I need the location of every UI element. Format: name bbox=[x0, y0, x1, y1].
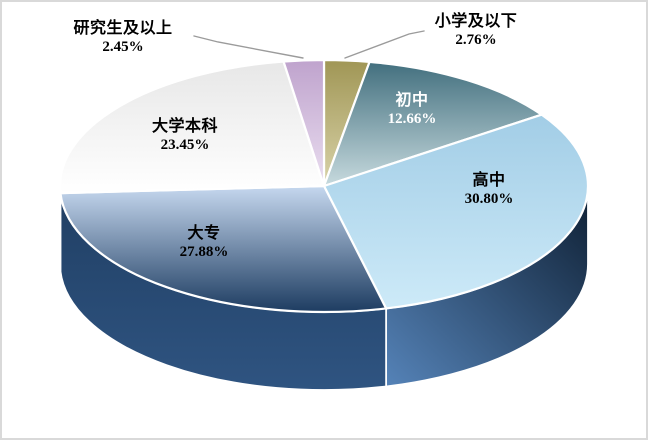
callout-line bbox=[344, 30, 425, 59]
pie-slice-top-1 bbox=[322, 60, 543, 188]
pie-slice-top-5 bbox=[282, 58, 326, 188]
pie-slice-top-2 bbox=[322, 113, 590, 310]
callout-line bbox=[193, 35, 304, 59]
pie-slice-top-4 bbox=[58, 60, 326, 195]
pie-slice-top-3 bbox=[59, 184, 388, 314]
